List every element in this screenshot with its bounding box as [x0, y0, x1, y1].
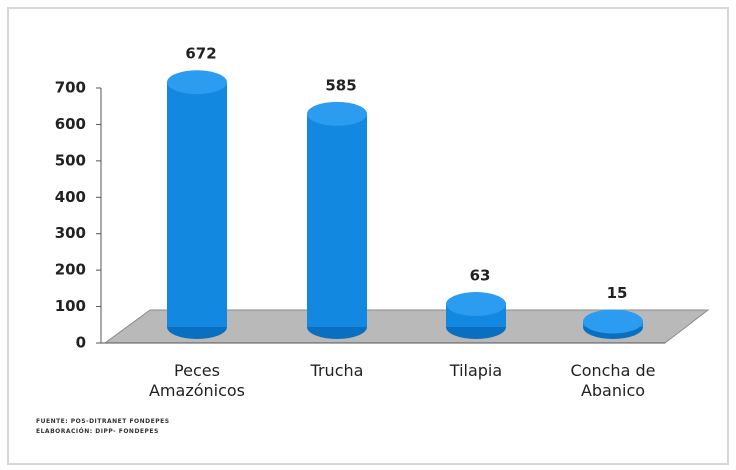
- y-tick-label: 300: [55, 224, 86, 242]
- bar-part: [167, 70, 227, 95]
- source-line: ELABORACIÓN: DIPP- FONDEPES: [36, 428, 159, 435]
- bar: [307, 101, 367, 339]
- bar-part: [446, 292, 506, 317]
- data-label: 585: [325, 76, 356, 94]
- bar: [583, 309, 643, 339]
- bar-part: [307, 113, 367, 328]
- bar: [167, 70, 227, 339]
- bar-part: [583, 309, 643, 334]
- data-label: 15: [607, 284, 628, 302]
- y-tick-label: 400: [55, 188, 86, 206]
- y-tick-label: 700: [55, 79, 86, 97]
- data-label: 672: [185, 45, 216, 63]
- y-tick-label: 0: [76, 334, 86, 352]
- y-tick-label: 500: [55, 151, 86, 169]
- y-tick-label: 200: [55, 261, 86, 279]
- x-tick-label: Trucha: [310, 361, 364, 380]
- bar: [446, 292, 506, 339]
- source-line: FUENTE: POS-DITRANET FONDEPES: [36, 418, 170, 425]
- y-tick-label: 600: [55, 115, 86, 133]
- y-tick-label: 100: [55, 297, 86, 315]
- x-tick-label: Peces Amazónicos: [148, 361, 246, 400]
- x-tick-label: Tilapia: [449, 361, 503, 380]
- bar-part: [167, 82, 227, 327]
- bar-part: [307, 101, 367, 126]
- data-label: 63: [470, 267, 491, 285]
- chart-frame: [7, 7, 729, 465]
- x-tick-label: Concha de Abanico: [570, 361, 656, 400]
